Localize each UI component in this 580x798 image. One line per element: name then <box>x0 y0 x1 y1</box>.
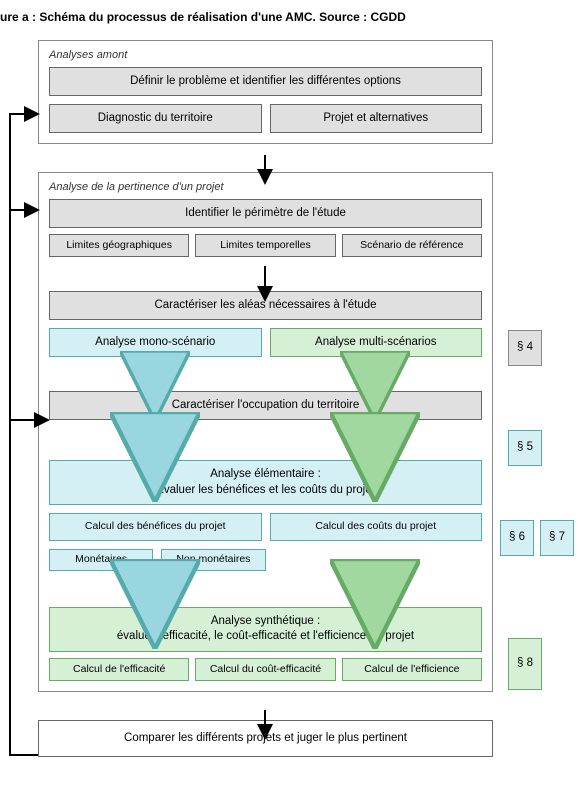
box-calcul-efficience: Calcul de l'efficience <box>342 658 482 682</box>
box-caracteriser-aleas: Caractériser les aléas nécessaires à l'é… <box>49 291 482 320</box>
box-scenario-ref: Scénario de référence <box>342 234 482 258</box>
box-analyse-elementaire: Analyse élémentaire : Évaluer les bénéfi… <box>49 460 482 505</box>
box-monetaires: Monétaires <box>49 549 153 571</box>
box-calcul-couts: Calcul des coûts du projet <box>270 513 483 541</box>
box-comparer-projets: Comparer les différents projets et juger… <box>38 720 493 757</box>
side-ref-7: § 7 <box>540 520 574 556</box>
side-ref-4: § 4 <box>508 330 542 366</box>
diagram-container: Analyses amont Définir le problème et id… <box>38 40 493 757</box>
side-ref-8: § 8 <box>508 638 542 690</box>
figure-title: ure a : Schéma du processus de réalisati… <box>0 10 406 24</box>
box-diagnostic-territoire: Diagnostic du territoire <box>49 104 262 133</box>
box-analyse-mono: Analyse mono-scénario <box>49 328 262 357</box>
box-calcul-efficacite: Calcul de l'efficacité <box>49 658 189 682</box>
panel1-label: Analyses amont <box>49 49 482 61</box>
box-non-monetaires: Non monétaires <box>161 549 265 571</box>
box-limites-geo: Limites géographiques <box>49 234 189 258</box>
box-calcul-benefices: Calcul des bénéfices du projet <box>49 513 262 541</box>
box-calcul-cout-eff: Calcul du coût-efficacité <box>195 658 335 682</box>
panel-analyses-amont: Analyses amont Définir le problème et id… <box>38 40 493 144</box>
side-ref-5: § 5 <box>508 430 542 466</box>
box-limites-temp: Limites temporelles <box>195 234 335 258</box>
step6-sub: évaluer l'efficacité, le coût-efficacité… <box>117 630 414 642</box>
step5-sub: Évaluer les bénéfices et les coûts du pr… <box>156 484 375 496</box>
box-identifier-perimetre: Identifier le périmètre de l'étude <box>49 199 482 228</box>
side-ref-6: § 6 <box>500 520 534 556</box>
box-definir-probleme: Définir le problème et identifier les di… <box>49 67 482 96</box>
box-projet-alternatives: Projet et alternatives <box>270 104 483 133</box>
panel-analyse-pertinence: Analyse de la pertinence d'un projet Ide… <box>38 172 493 692</box>
box-analyse-synthetique: Analyse synthétique : évaluer l'efficaci… <box>49 607 482 652</box>
box-caracteriser-occupation: Caractériser l'occupation du territoire <box>49 391 482 420</box>
step6-title: Analyse synthétique : <box>211 615 320 627</box>
box-analyse-multi: Analyse multi-scénarios <box>270 328 483 357</box>
panel2-label: Analyse de la pertinence d'un projet <box>49 181 482 193</box>
step5-title: Analyse élémentaire : <box>210 468 321 480</box>
